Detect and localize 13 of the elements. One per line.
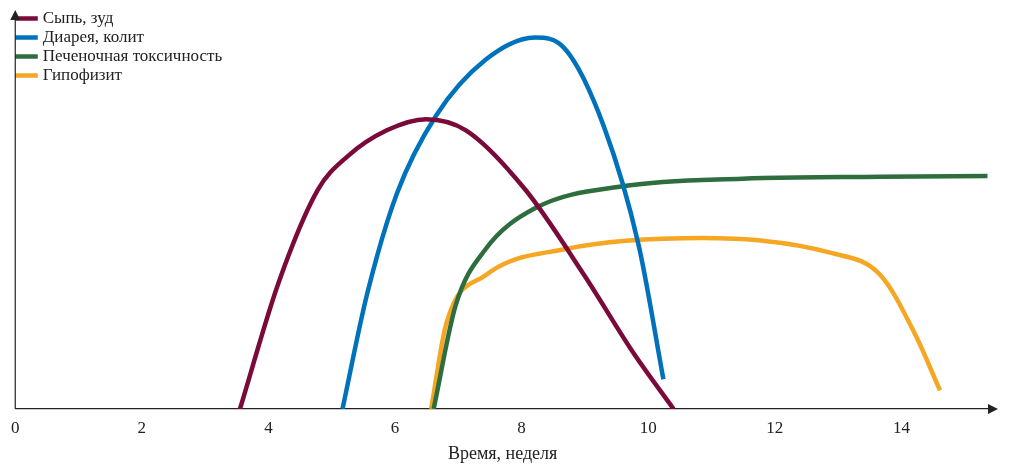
x-tick-label: 6	[390, 417, 400, 437]
x-axis-title: Время, неделя	[447, 442, 558, 463]
x-tick-label: 0	[11, 417, 20, 437]
legend-label: Гипофизит	[42, 64, 123, 84]
x-tick-label: 10	[639, 417, 657, 437]
x-tick-label: 12	[766, 417, 784, 437]
x-tick-label: 2	[137, 417, 147, 437]
x-tick-label: 14	[892, 417, 911, 437]
x-tick-label: 8	[517, 417, 526, 437]
legend-label: Печеночная токсичность	[42, 45, 223, 65]
legend-label: Сыпь, зуд	[42, 7, 114, 27]
x-tick-label: 4	[264, 417, 274, 437]
legend-label: Диарея, колит	[42, 26, 145, 46]
